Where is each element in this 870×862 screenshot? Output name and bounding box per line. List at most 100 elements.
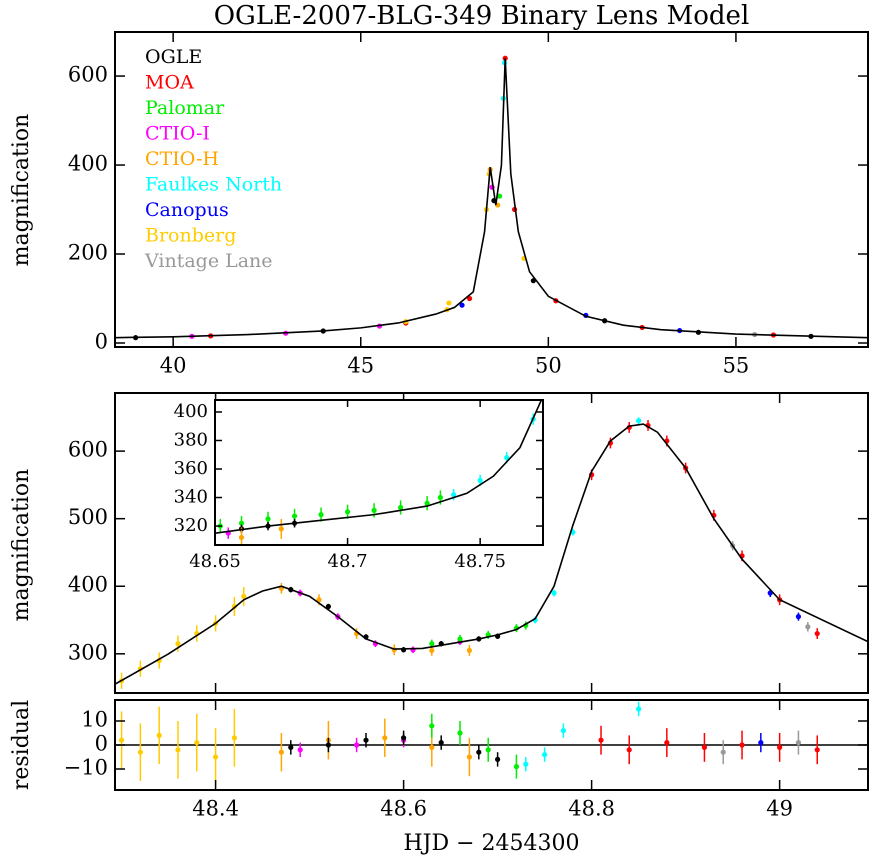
panel: 40 45 50 55 0 200 400 600 magnification OGLE-2007…: [9, 1, 869, 377]
data-point: [476, 749, 482, 755]
data-point: [437, 494, 443, 501]
data-point: [795, 614, 802, 620]
data-point: [446, 300, 452, 306]
plot-area: [115, 701, 868, 786]
plot-area: [215, 400, 542, 545]
y-tick-label: 360: [174, 458, 208, 479]
data-point: [429, 744, 435, 751]
data-point: [739, 742, 745, 748]
data-point: [401, 735, 407, 741]
chart-title: OGLE-2007-BLG-349 Binary Lens Model: [214, 1, 750, 31]
data-point: [542, 752, 548, 758]
data-point: [477, 477, 483, 484]
legend-entry: Bronberg: [145, 225, 236, 247]
y-axis-label: magnification: [9, 469, 34, 622]
x-tick-label: 45: [347, 353, 374, 377]
data-point: [194, 740, 200, 746]
model-curve: [215, 400, 542, 534]
data-point: [137, 749, 143, 755]
x-tick-label: 48.65: [189, 551, 241, 572]
data-point: [241, 593, 247, 599]
x-tick-label: 50: [535, 353, 562, 377]
data-point: [466, 754, 473, 760]
data-point: [523, 761, 529, 767]
data-point: [495, 756, 501, 763]
data-point: [363, 737, 369, 743]
legend-entry: Canopus: [145, 199, 229, 221]
data-point: [777, 744, 783, 751]
legend-entry: OGLE: [145, 46, 202, 68]
data-point: [429, 647, 435, 654]
data-point: [438, 740, 444, 746]
y-tick-label: 320: [174, 515, 208, 536]
data-point: [238, 534, 245, 541]
x-tick-label: 40: [160, 353, 187, 377]
data-point: [814, 630, 820, 637]
x-tick-label: 48.75: [454, 551, 506, 572]
data-point: [664, 740, 670, 746]
data-point: [504, 455, 510, 461]
data-point: [297, 747, 303, 753]
y-tick-label: 380: [174, 429, 208, 450]
y-tick-label: 600: [68, 438, 108, 462]
data-point: [291, 513, 298, 519]
data-point: [401, 647, 407, 653]
data-point: [457, 636, 463, 642]
data-point: [513, 764, 520, 770]
y-tick-label: 0: [95, 732, 108, 756]
y-axis-label: magnification: [9, 114, 34, 267]
panel: 300 400 500 600 magnification: [9, 392, 869, 694]
data-point: [429, 723, 435, 729]
data-point: [466, 647, 473, 654]
data-point: [278, 526, 284, 532]
data-point: [701, 744, 708, 751]
model-curve: [115, 58, 868, 339]
data-point: [212, 754, 219, 760]
data-point: [325, 603, 331, 610]
plot-area: [115, 417, 868, 689]
data-point: [424, 500, 430, 506]
y-tick-label: 400: [174, 401, 208, 422]
model-curve: [115, 423, 868, 685]
data-point: [344, 509, 351, 515]
data-point: [626, 747, 632, 753]
x-tick-label: 48.6: [380, 796, 427, 820]
y-tick-label: 200: [68, 241, 108, 265]
legend-entry: CTIO-I: [145, 123, 210, 145]
data-point: [398, 504, 404, 511]
inset-background: [215, 400, 543, 545]
y-tick-label: 500: [68, 505, 108, 529]
legend-entry: Faulkes North: [145, 174, 282, 196]
data-point: [451, 492, 457, 498]
data-point: [459, 302, 465, 308]
data-point: [156, 732, 162, 739]
x-tick-label: 48.8: [568, 796, 615, 820]
data-point: [118, 737, 125, 743]
y-tick-label: 10: [81, 708, 108, 732]
data-point: [382, 735, 388, 741]
data-point: [175, 641, 181, 647]
y-tick-label: 300: [68, 640, 108, 664]
data-point: [429, 641, 435, 647]
data-point: [551, 590, 557, 596]
x-tick-label: 49: [766, 796, 793, 820]
legend-entry: MOA: [145, 72, 194, 94]
y-axis-label: residual: [9, 700, 34, 790]
legend-entry: Palomar: [145, 97, 225, 119]
data-point: [805, 624, 811, 630]
data-point: [316, 597, 322, 603]
data-point: [231, 735, 237, 741]
legend-entry: CTIO-H: [145, 148, 219, 170]
x-tick-label: 48.4: [192, 796, 239, 820]
data-point: [720, 749, 726, 755]
y-tick-label: −10: [64, 756, 108, 780]
data-point: [175, 747, 181, 753]
data-point: [814, 747, 820, 753]
data-point: [353, 742, 360, 748]
data-point: [265, 516, 271, 522]
data-point: [457, 730, 463, 736]
data-point: [278, 749, 284, 755]
data-point: [238, 520, 245, 526]
data-point: [496, 193, 503, 199]
